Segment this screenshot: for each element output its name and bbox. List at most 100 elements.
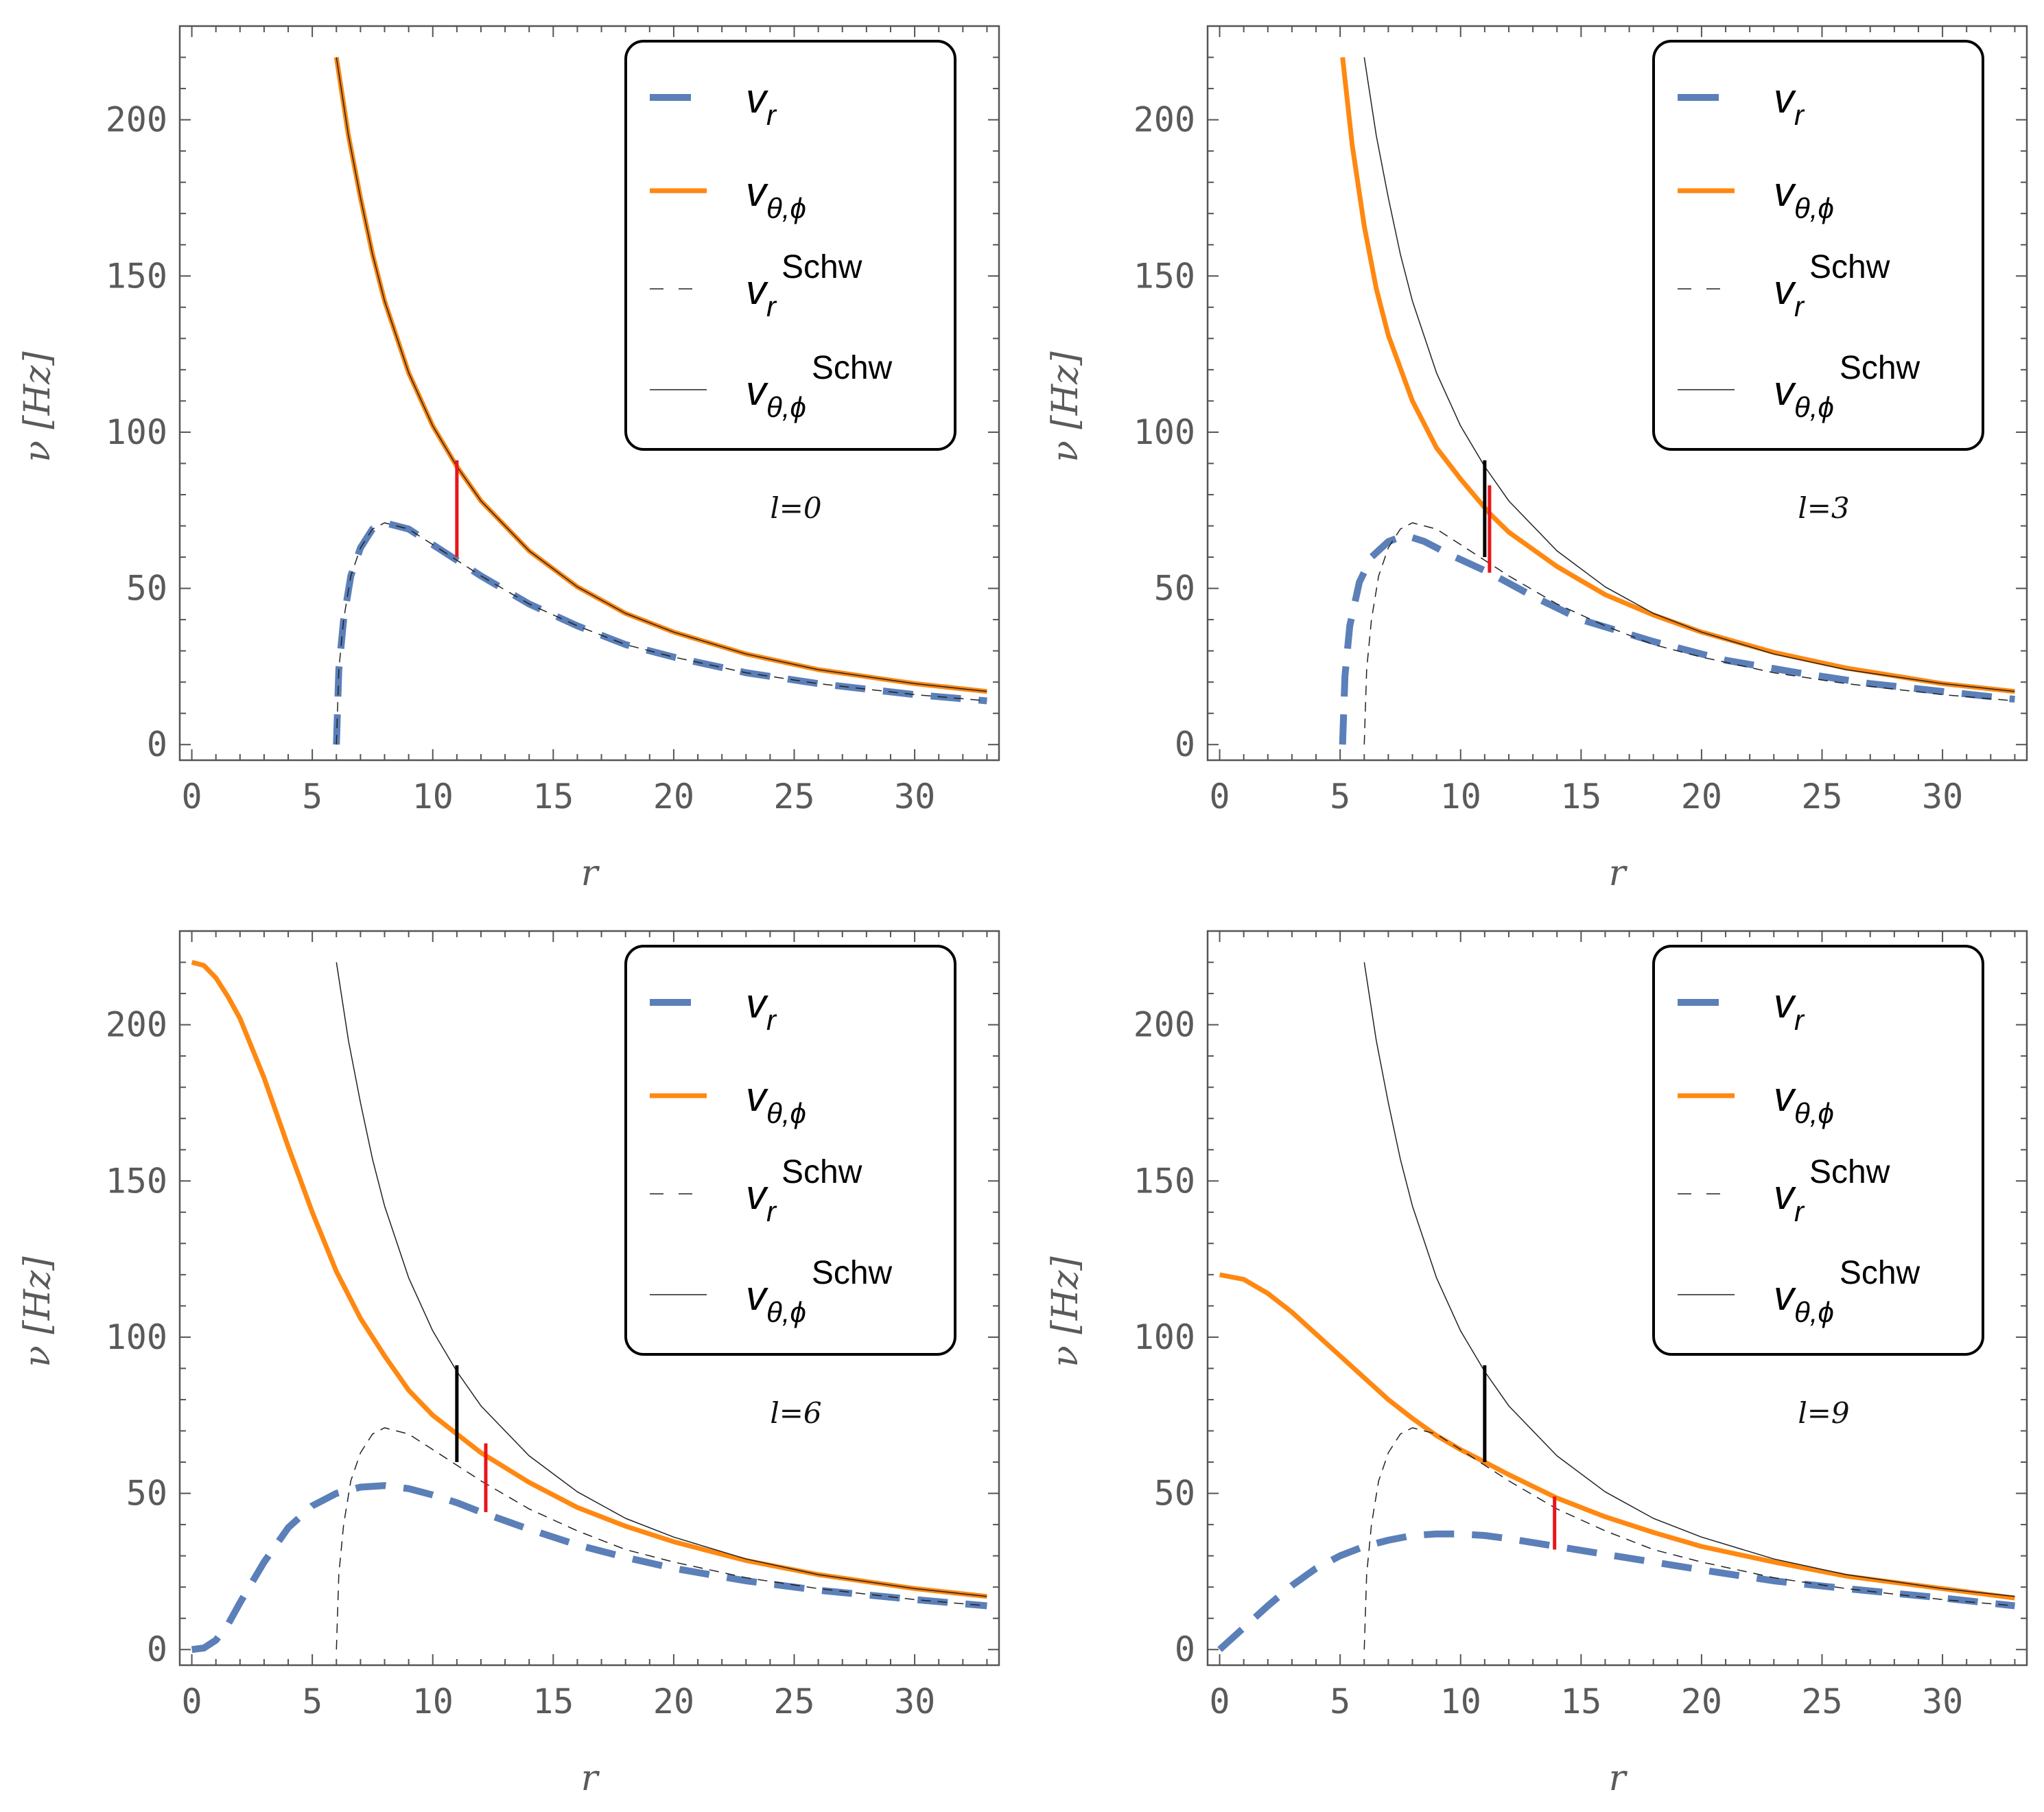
legend-label: vθ,ϕ bbox=[746, 1074, 806, 1129]
legend-box bbox=[1652, 945, 1984, 1356]
legend-label: vr bbox=[1774, 75, 1805, 131]
series-line-nu-theta-phi bbox=[191, 960, 987, 1599]
x-tick-label: 5 bbox=[1330, 777, 1350, 816]
x-tick-label: 5 bbox=[302, 777, 322, 816]
plot-area bbox=[191, 960, 987, 1654]
legend-subscript: θ,ϕ bbox=[766, 192, 806, 224]
legend-superscript: Schw bbox=[1840, 350, 1920, 386]
plot-frame bbox=[178, 930, 1000, 1667]
y-tick-label: 50 bbox=[126, 1474, 167, 1514]
legend-subscript: r bbox=[1794, 290, 1805, 322]
series-line-nu-r-schw bbox=[1363, 1427, 2015, 1650]
x-tick-label: 20 bbox=[1681, 1682, 1722, 1721]
legend-symbol: v bbox=[1774, 267, 1796, 313]
x-tick-label: 15 bbox=[532, 777, 574, 816]
x-tick-label: 5 bbox=[302, 1682, 322, 1721]
plot-area bbox=[1339, 57, 2015, 745]
x-tick-label: 20 bbox=[653, 1682, 694, 1721]
panel-label: l=9 bbox=[1798, 1396, 1849, 1430]
legend-subscript: r bbox=[1794, 1004, 1805, 1036]
y-tick-label: 150 bbox=[106, 256, 167, 296]
x-tick-label: 10 bbox=[412, 777, 454, 816]
x-tick-label: 10 bbox=[1440, 777, 1481, 816]
y-tick-label: 0 bbox=[147, 725, 167, 764]
legend-label: vθ,ϕSchw bbox=[746, 350, 893, 423]
series-line-nu-r bbox=[1217, 1530, 2015, 1652]
y-axis-label: ν [Hz] bbox=[17, 1256, 58, 1367]
y-axis-label: ν [Hz] bbox=[1045, 1256, 1086, 1367]
legend-subscript: r bbox=[766, 290, 777, 322]
x-tick-label: 15 bbox=[532, 1682, 574, 1721]
series-line-nu-theta-phi-schw bbox=[1363, 962, 2015, 1597]
x-tick-label: 20 bbox=[1681, 777, 1722, 816]
y-tick-label: 0 bbox=[147, 1629, 167, 1669]
legend-symbol: v bbox=[1774, 169, 1796, 215]
legend-label: vθ,ϕSchw bbox=[746, 1255, 893, 1328]
legend-label: vrSchw bbox=[1774, 1154, 1890, 1227]
y-tick-label: 100 bbox=[106, 412, 167, 452]
legend-superscript: Schw bbox=[1809, 1154, 1890, 1190]
legend-subscript: θ,ϕ bbox=[1794, 1097, 1834, 1129]
legend-symbol: v bbox=[746, 267, 768, 313]
tick-marks bbox=[180, 931, 999, 1665]
legend-label: vr bbox=[1774, 980, 1805, 1036]
legend-box bbox=[624, 40, 956, 451]
series-line-nu-r-schw bbox=[336, 1427, 987, 1650]
legend-symbol: v bbox=[746, 75, 768, 121]
y-tick-label: 200 bbox=[1133, 1005, 1195, 1045]
legend-symbol: v bbox=[1774, 1273, 1796, 1319]
legend-label: vθ,ϕSchw bbox=[1774, 350, 1920, 423]
series-line-nu-r-schw bbox=[336, 522, 987, 745]
x-tick-label: 30 bbox=[894, 777, 935, 816]
y-tick-label: 0 bbox=[1175, 725, 1195, 764]
panel-label: l=3 bbox=[1798, 491, 1849, 525]
legend-symbol: v bbox=[1774, 1074, 1796, 1120]
tick-marks bbox=[180, 26, 999, 760]
legend-box bbox=[1652, 40, 1984, 451]
x-tick-label: 30 bbox=[1922, 777, 1963, 816]
legend-superscript: Schw bbox=[1809, 249, 1890, 285]
legend-symbol: v bbox=[746, 368, 768, 414]
x-tick-label: 10 bbox=[1440, 1682, 1481, 1721]
legend-superscript: Schw bbox=[782, 249, 862, 285]
legend-superscript: Schw bbox=[1840, 1255, 1920, 1291]
legend-subscript: θ,ϕ bbox=[1794, 391, 1834, 423]
legend-label: vrSchw bbox=[746, 249, 862, 322]
x-tick-label: 10 bbox=[412, 1682, 454, 1721]
legend-subscript: θ,ϕ bbox=[766, 391, 806, 423]
x-axis-label: r bbox=[1609, 1758, 1628, 1799]
x-tick-label: 20 bbox=[653, 777, 694, 816]
series-line-nu-r bbox=[1339, 532, 2015, 745]
legend-label: vrSchw bbox=[746, 1154, 862, 1227]
legend-subscript: r bbox=[1794, 99, 1805, 131]
panel-label: l=0 bbox=[770, 491, 821, 525]
series-line-nu-theta-phi bbox=[1340, 57, 2015, 694]
legend-symbol: v bbox=[746, 980, 768, 1026]
y-tick-label: 200 bbox=[106, 1005, 167, 1045]
y-tick-label: 50 bbox=[1154, 569, 1195, 609]
legend-superscript: Schw bbox=[782, 1154, 862, 1190]
legend-subscript: θ,ϕ bbox=[766, 1097, 806, 1129]
x-axis-label: r bbox=[581, 1758, 600, 1799]
legend-symbol: v bbox=[1774, 368, 1796, 414]
legend-label: vθ,ϕ bbox=[746, 169, 806, 224]
legend-subscript: r bbox=[766, 1195, 777, 1227]
x-tick-label: 0 bbox=[182, 1682, 202, 1721]
tick-marks bbox=[1208, 26, 2027, 760]
legend-symbol: v bbox=[1774, 1172, 1796, 1218]
x-tick-label: 25 bbox=[773, 1682, 814, 1721]
legend-label: vθ,ϕSchw bbox=[1774, 1255, 1920, 1328]
x-tick-label: 15 bbox=[1560, 777, 1601, 816]
legend-superscript: Schw bbox=[812, 350, 893, 386]
series-line-nu-theta-phi-schw bbox=[1363, 57, 2015, 692]
x-tick-label: 5 bbox=[1330, 1682, 1350, 1721]
legend-subscript: r bbox=[766, 1004, 777, 1036]
legend-subscript: θ,ϕ bbox=[1794, 192, 1834, 224]
series-line-nu-r bbox=[191, 1482, 987, 1654]
